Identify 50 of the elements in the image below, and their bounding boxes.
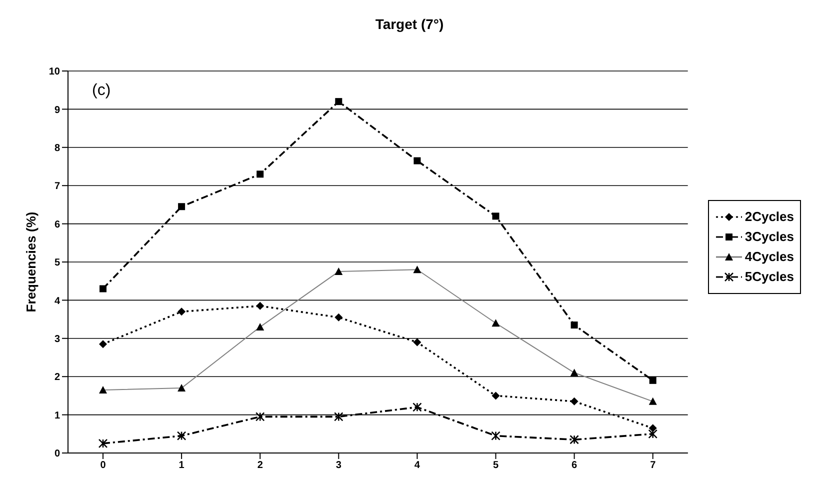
point [178,203,186,210]
point [334,412,344,422]
point [99,340,107,348]
y-tick-label: 5 [54,258,60,269]
x-tick-label: 2 [257,460,264,472]
legend-label: 2Cycles [744,209,794,224]
point [570,322,578,329]
y-tick-label: 7 [54,181,60,192]
y-tick-label: 0 [54,448,60,460]
y-tick-label: 8 [54,142,60,154]
x-tick-label: 1 [178,460,185,472]
point [100,285,106,292]
chart-title: Target (7°) [374,16,445,32]
point [648,424,657,432]
point [334,313,343,322]
point [256,302,264,310]
x-tick-label: 5 [492,460,499,472]
legend-label: 4Cycles [744,249,794,264]
point [491,431,500,440]
legend-label: 5Cycles [744,269,794,284]
point [414,157,421,164]
x-tick-label: 3 [336,460,342,472]
annotation: (c) [92,82,111,100]
x-tick-label: 0 [100,460,106,472]
y-tick-label: 3 [54,334,60,345]
point [570,397,578,406]
y-tick-label: 10 [48,66,60,78]
point [335,98,342,106]
point [176,431,186,440]
point [412,402,422,412]
point [178,308,186,316]
legend-label: 3Cycles [744,229,794,244]
point [492,212,500,220]
point [255,412,265,422]
point [413,338,422,346]
y-axis-title: Frequencies (%) [24,212,39,312]
point [570,434,579,444]
point [98,438,108,448]
y-tick-label: 6 [54,219,60,230]
point [492,392,500,400]
x-tick-label: 7 [650,460,656,472]
x-tick-label: 6 [572,460,578,472]
point [256,170,264,178]
x-tick-label: 4 [414,460,420,472]
point [648,429,658,439]
y-tick-label: 1 [54,410,60,422]
point [649,376,656,384]
y-tick-label: 4 [54,296,60,307]
y-tick-label: 2 [54,372,60,384]
y-tick-label: 9 [54,104,60,116]
